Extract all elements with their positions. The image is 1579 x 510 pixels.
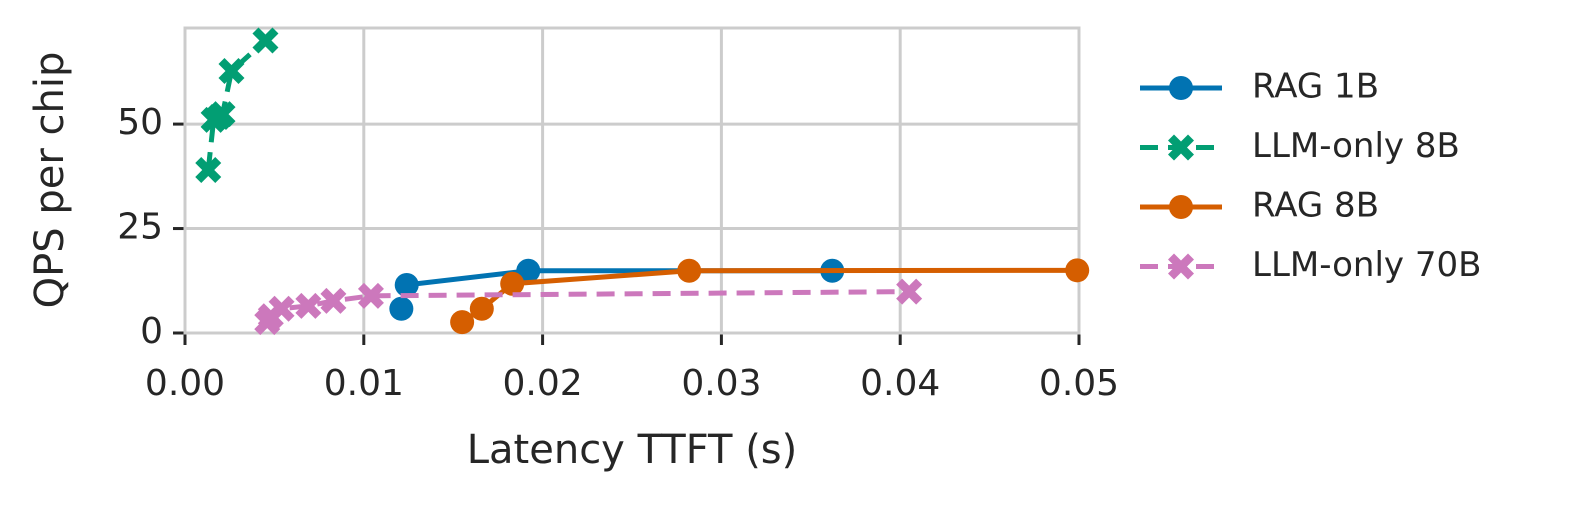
data-point <box>1065 258 1090 283</box>
y-tick-label: 50 <box>117 102 163 143</box>
data-point <box>450 310 475 335</box>
legend-marker <box>1169 76 1193 100</box>
data-point <box>195 157 222 184</box>
x-tick-label: 0.01 <box>324 363 404 404</box>
y-axis-label: QPS per chip <box>27 52 73 309</box>
data-point <box>500 271 525 296</box>
legend-marker <box>1168 134 1194 161</box>
data-point <box>469 296 494 321</box>
y-tick-label: 25 <box>117 207 163 248</box>
plot-frame <box>183 26 1081 335</box>
data-point <box>516 258 541 283</box>
data-point <box>209 101 236 128</box>
x-axis-label: Latency TTFT (s) <box>467 427 798 473</box>
legend-marker <box>1169 195 1193 219</box>
legend-marker <box>1168 253 1194 280</box>
x-tick-label: 0.05 <box>1039 363 1119 404</box>
x-tick-label: 0.00 <box>145 363 225 404</box>
data-point <box>394 272 419 297</box>
x-tick-label: 0.03 <box>681 363 761 404</box>
x-tick-label: 0.04 <box>860 363 940 404</box>
data-point <box>252 27 279 54</box>
data-point <box>320 287 347 314</box>
data-point <box>218 58 245 85</box>
data-point <box>295 292 322 319</box>
data-point <box>389 296 414 321</box>
data-point <box>677 258 702 283</box>
y-tick-label: 0 <box>140 311 163 352</box>
legend-label: RAG 8B <box>1252 186 1379 226</box>
data-point <box>896 278 923 305</box>
legend-label: LLM-only 70B <box>1252 245 1481 285</box>
data-point <box>268 295 295 322</box>
legend-label: RAG 1B <box>1252 67 1379 107</box>
x-tick-label: 0.02 <box>503 363 583 404</box>
legend-label: LLM-only 8B <box>1252 126 1460 166</box>
data-point <box>357 282 384 309</box>
